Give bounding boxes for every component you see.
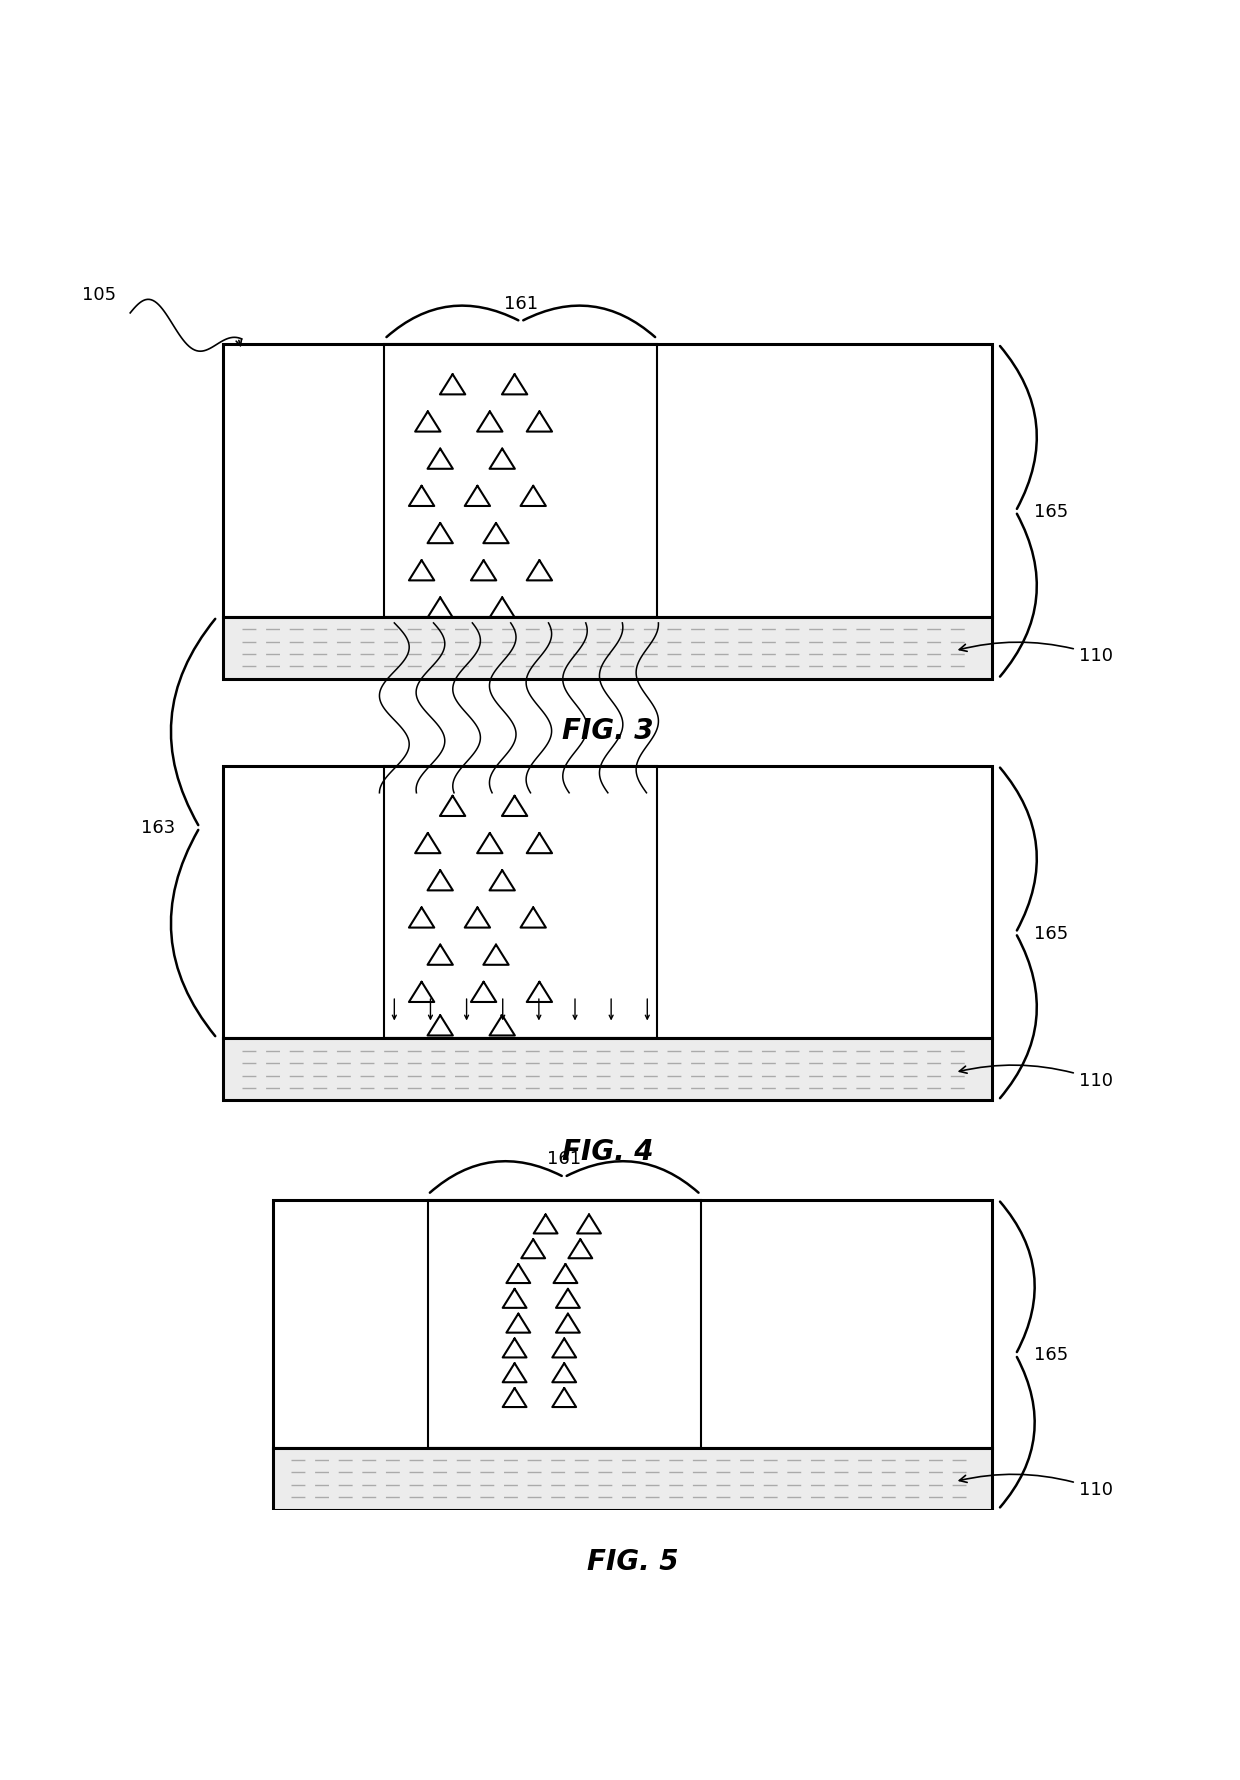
Bar [273, 1447, 992, 1509]
Bar [223, 765, 992, 1040]
Text: 161: 161 [547, 1150, 582, 1168]
Text: 165: 165 [1034, 924, 1069, 942]
Text: FIG. 5: FIG. 5 [587, 1547, 678, 1575]
Bar [428, 1200, 701, 1447]
Bar [223, 345, 992, 618]
Text: 165: 165 [1034, 1346, 1069, 1363]
Bar [223, 618, 992, 680]
Text: 163: 163 [140, 819, 175, 837]
Bar [384, 765, 657, 1040]
Text: 105: 105 [82, 287, 117, 304]
Text: 165: 165 [1034, 504, 1069, 522]
Text: 110: 110 [960, 1066, 1112, 1089]
Text: FIG. 3: FIG. 3 [562, 717, 653, 744]
Bar [273, 1200, 992, 1447]
Text: 110: 110 [960, 1474, 1112, 1499]
Bar [384, 345, 657, 618]
Text: FIG. 4: FIG. 4 [562, 1137, 653, 1166]
Text: 110: 110 [960, 643, 1112, 664]
Text: 161: 161 [503, 294, 538, 313]
Bar [223, 1040, 992, 1100]
